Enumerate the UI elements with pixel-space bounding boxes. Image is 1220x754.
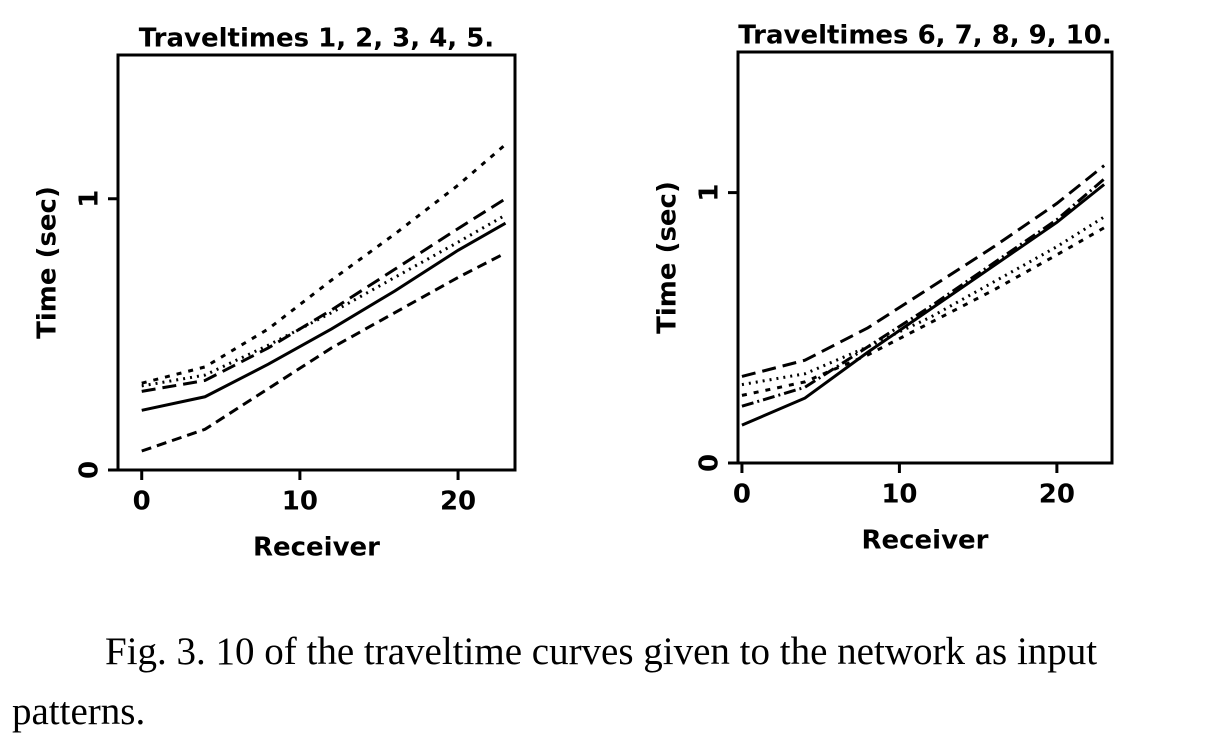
x-tick-label: 0 — [133, 487, 151, 517]
x-axis-label: Receiver — [253, 533, 380, 563]
curve — [141, 197, 507, 393]
curve — [141, 221, 507, 412]
curve — [141, 143, 507, 385]
y-axis-label: Time (sec) — [33, 186, 63, 339]
x-tick-label: 0 — [733, 480, 751, 510]
curve — [741, 177, 1106, 408]
x-tick-label: 10 — [282, 487, 318, 517]
x-axis-label: Receiver — [861, 526, 988, 556]
y-tick-label: 0 — [695, 454, 725, 472]
chart-title: Traveltimes 1, 2, 3, 4, 5. — [139, 24, 494, 54]
curve — [741, 215, 1105, 387]
curve — [741, 164, 1106, 378]
curve — [741, 183, 1106, 427]
plot-frame — [116, 53, 517, 472]
x-tick-label: 10 — [881, 480, 917, 510]
curve — [141, 213, 507, 388]
chart-title: Traveltimes 6, 7, 8, 9, 10. — [738, 21, 1111, 51]
figure: Traveltimes 1, 2, 3, 4, 5. Receiver Time (… — [33, 21, 1114, 563]
x-tick-label: 20 — [440, 487, 476, 517]
curve — [741, 226, 1105, 397]
y-tick-label: 1 — [75, 190, 105, 208]
curve — [141, 251, 507, 453]
y-tick-label: 0 — [75, 461, 105, 479]
x-tick-label: 20 — [1039, 480, 1075, 510]
y-tick-label: 1 — [695, 184, 725, 202]
caption: Fig. 3. 10 of the traveltime curves give… — [12, 630, 1098, 733]
plot-frame — [736, 50, 1114, 465]
y-axis-label: Time (sec) — [653, 181, 683, 334]
